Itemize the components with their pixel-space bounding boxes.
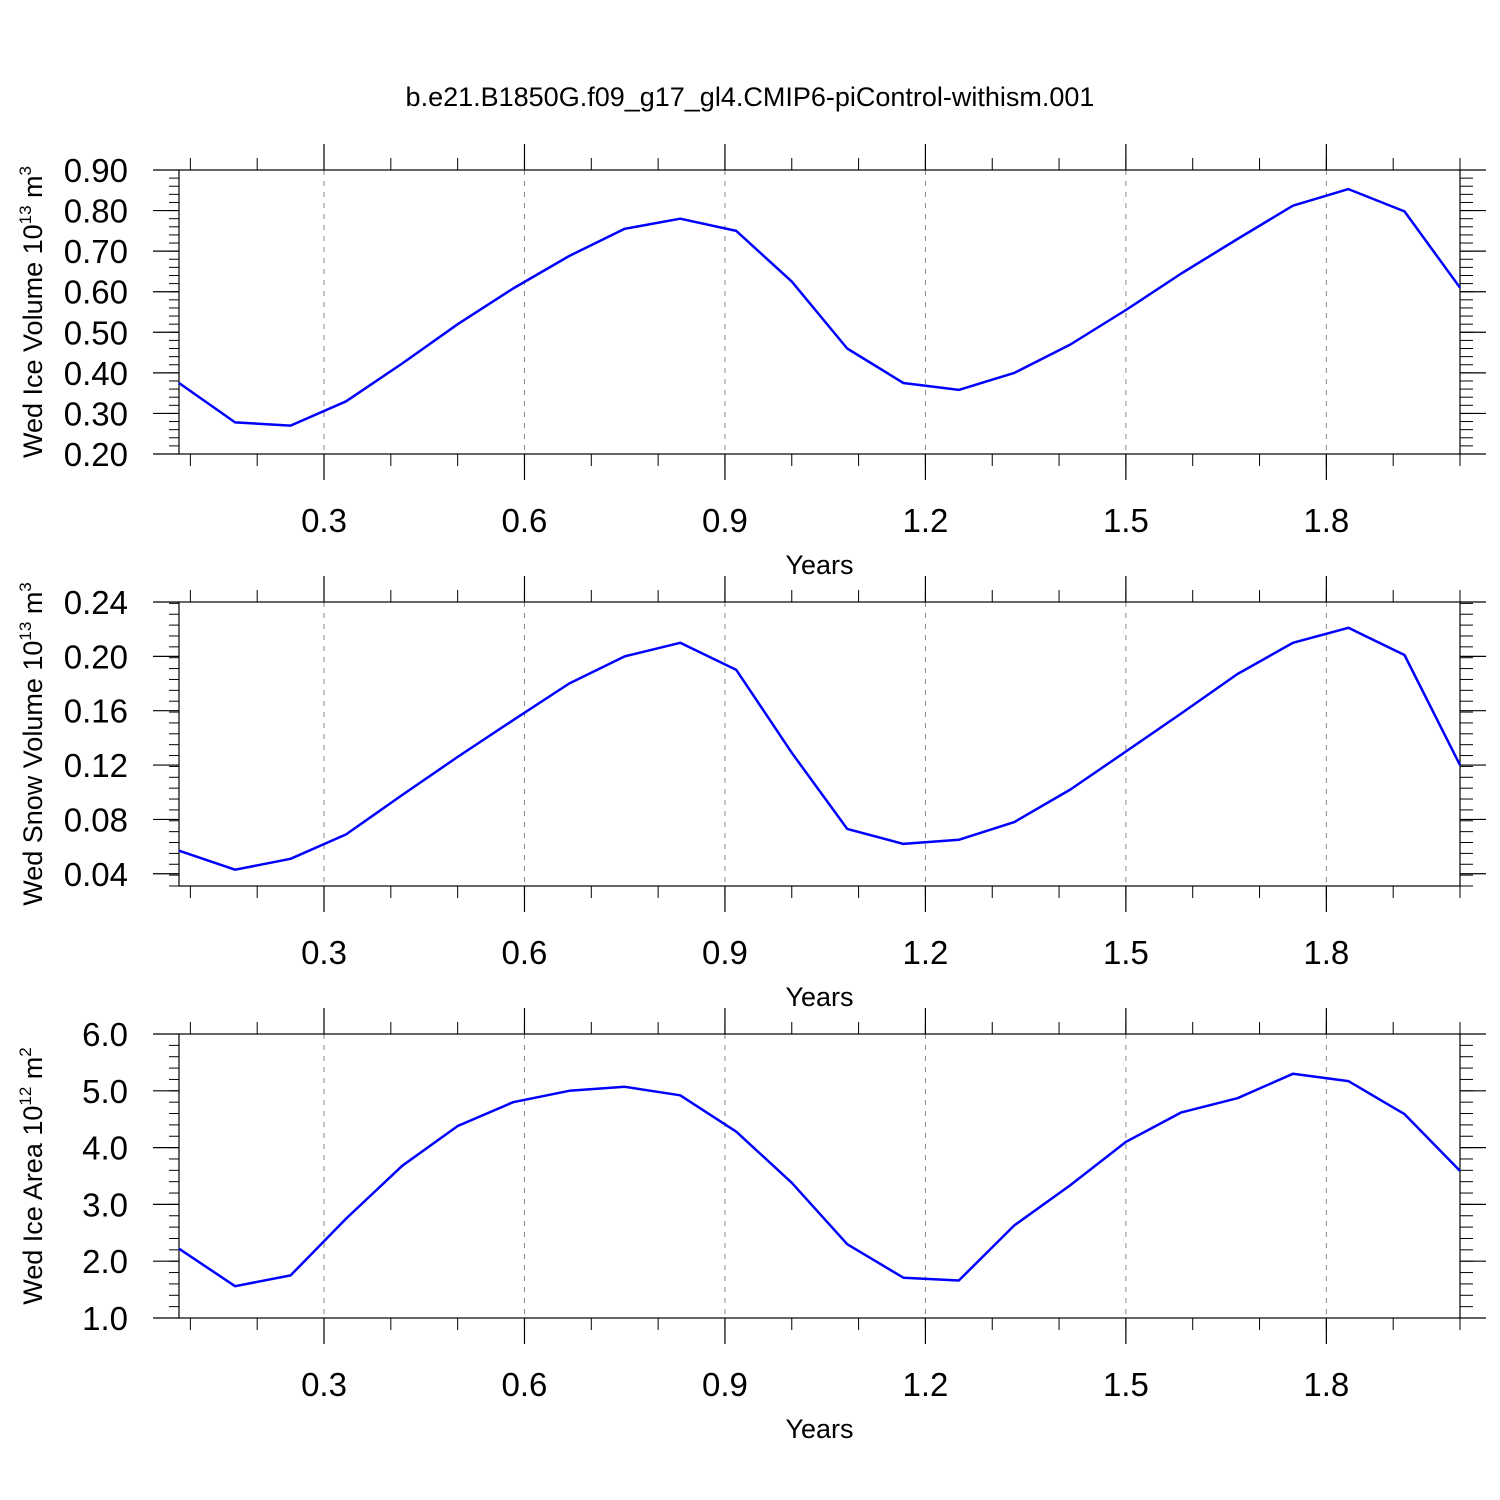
plot-frame bbox=[178, 1033, 1461, 1319]
y-tick-label: 4.0 bbox=[82, 1130, 128, 1167]
x-axis-label: Years bbox=[785, 982, 853, 1012]
x-tick-label: 1.8 bbox=[1303, 1366, 1349, 1403]
x-tick-label: 1.5 bbox=[1103, 502, 1149, 539]
x-tick-label: 1.2 bbox=[902, 1366, 948, 1403]
x-tick-label: 1.8 bbox=[1303, 502, 1349, 539]
x-tick-label: 0.3 bbox=[301, 1366, 347, 1403]
y-tick-label: 0.60 bbox=[64, 274, 128, 311]
y-tick-label: 0.40 bbox=[64, 355, 128, 392]
y-tick-label: 3.0 bbox=[82, 1186, 128, 1223]
y-tick-label: 0.90 bbox=[64, 152, 128, 189]
y-tick-label: 0.30 bbox=[64, 395, 128, 432]
x-axis-label: Years bbox=[785, 1414, 853, 1444]
plot-frame bbox=[178, 169, 1461, 455]
x-tick-label: 1.2 bbox=[902, 502, 948, 539]
y-tick-label: 0.80 bbox=[64, 193, 128, 230]
x-tick-label: 0.3 bbox=[301, 502, 347, 539]
y-tick-label: 0.08 bbox=[64, 801, 128, 838]
x-tick-label: 0.3 bbox=[301, 934, 347, 971]
series-line bbox=[178, 626, 1462, 871]
y-tick-label: 5.0 bbox=[82, 1073, 128, 1110]
chart-title: b.e21.B1850G.f09_g17_gl4.CMIP6-piControl… bbox=[406, 82, 1095, 112]
y-tick-label: 0.20 bbox=[64, 638, 128, 675]
chart-panel-3: 1.0 2.0 3.0 4.0 5.0 6.0 0.3 0.6 0.9 1.2 1.5 1.8 Year… bbox=[16, 1008, 1486, 1444]
y-axis-label: Wed Ice Area 1012 m2 bbox=[16, 1047, 48, 1305]
chart-panel-2: 0.04 0.08 0.12 0.16 0.20 0.24 0.3 0.6 0.9 1.2 1.5 1… bbox=[16, 576, 1486, 1012]
y-tick-label: 0.24 bbox=[64, 584, 128, 621]
plot-frame bbox=[178, 601, 1461, 887]
series-line bbox=[178, 187, 1462, 427]
x-axis-label: Years bbox=[785, 550, 853, 580]
series-line bbox=[178, 1072, 1461, 1288]
y-tick-label: 0.20 bbox=[64, 436, 128, 473]
y-axis-label: Wed Ice Volume 1013 m3 bbox=[16, 166, 48, 458]
x-tick-label: 0.9 bbox=[702, 502, 748, 539]
x-tick-label: 0.6 bbox=[502, 502, 548, 539]
y-tick-label: 1.0 bbox=[82, 1300, 128, 1337]
x-tick-label: 0.6 bbox=[502, 934, 548, 971]
y-axis-label: Wed Snow Volume 1013 m3 bbox=[16, 582, 48, 906]
x-tick-label: 0.9 bbox=[702, 934, 748, 971]
y-tick-label: 0.12 bbox=[64, 747, 128, 784]
x-tick-label: 1.8 bbox=[1303, 934, 1349, 971]
x-tick-label: 0.6 bbox=[502, 1366, 548, 1403]
panels-container: 0.200.300.400.500.600.700.800.900.3 0.6 0.… bbox=[16, 144, 1486, 1444]
x-tick-label: 1.2 bbox=[902, 934, 948, 971]
y-tick-label: 0.04 bbox=[64, 856, 128, 893]
x-tick-label: 0.9 bbox=[702, 1366, 748, 1403]
x-tick-label: 1.5 bbox=[1103, 934, 1149, 971]
y-tick-label: 0.50 bbox=[64, 314, 128, 351]
y-tick-label: 2.0 bbox=[82, 1243, 128, 1280]
y-tick-label: 0.16 bbox=[64, 693, 128, 730]
y-tick-label: 0.70 bbox=[64, 233, 128, 270]
chart-panel-1: 0.20 0.300.40 0.500.60 0.700.80 0.90 0.3 0.6 0.… bbox=[16, 144, 1486, 580]
x-tick-label: 1.5 bbox=[1103, 1366, 1149, 1403]
y-tick-label: 6.0 bbox=[82, 1016, 128, 1053]
